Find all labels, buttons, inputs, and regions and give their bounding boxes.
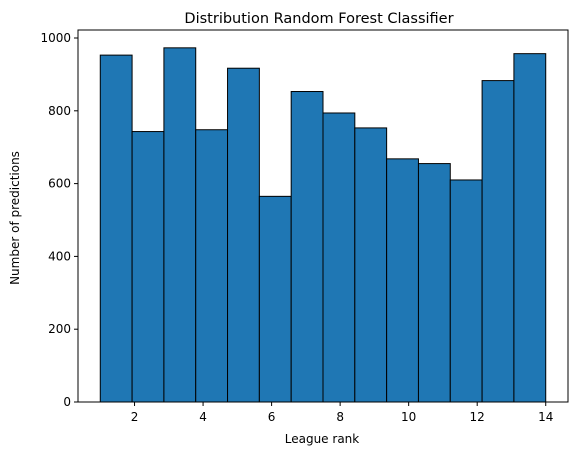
histogram-bar [131, 131, 165, 403]
x-tick-label: 14 [538, 410, 553, 424]
histogram-bar [195, 129, 229, 403]
x-tick-label: 2 [131, 410, 139, 424]
chart-title: Distribution Random Forest Classifier [184, 11, 453, 27]
x-axis-ticks: 2 4 6 8 10 12 14 [131, 402, 553, 424]
x-tick-label: 10 [401, 410, 416, 424]
y-axis-ticks: 0 200 400 600 800 1000 [40, 31, 78, 409]
histogram-bar [513, 53, 547, 403]
bars-group [99, 47, 547, 403]
histogram-bar [163, 47, 197, 403]
histogram-bar [354, 127, 388, 403]
histogram-bar [417, 163, 451, 403]
x-tick-label: 6 [268, 410, 276, 424]
y-tick-label: 0 [63, 395, 71, 409]
histogram-bar [481, 80, 515, 403]
histogram-bar [449, 179, 483, 403]
histogram-bar [386, 158, 419, 403]
y-tick-label: 1000 [40, 31, 71, 45]
y-tick-label: 400 [48, 249, 71, 263]
y-tick-label: 600 [48, 177, 71, 191]
x-axis-label: League rank [285, 432, 360, 446]
histogram-bar [258, 195, 292, 403]
y-axis-label: Number of predictions [8, 151, 22, 285]
histogram-bar [290, 91, 324, 403]
x-tick-label: 12 [470, 410, 485, 424]
y-tick-label: 800 [48, 104, 71, 118]
x-tick-label: 8 [336, 410, 344, 424]
histogram-bar [227, 67, 260, 403]
histogram-bar [99, 54, 133, 403]
x-tick-label: 4 [199, 410, 207, 424]
histogram-bar [322, 112, 356, 403]
plot-frame [77, 29, 569, 403]
y-tick-label: 200 [48, 322, 71, 336]
